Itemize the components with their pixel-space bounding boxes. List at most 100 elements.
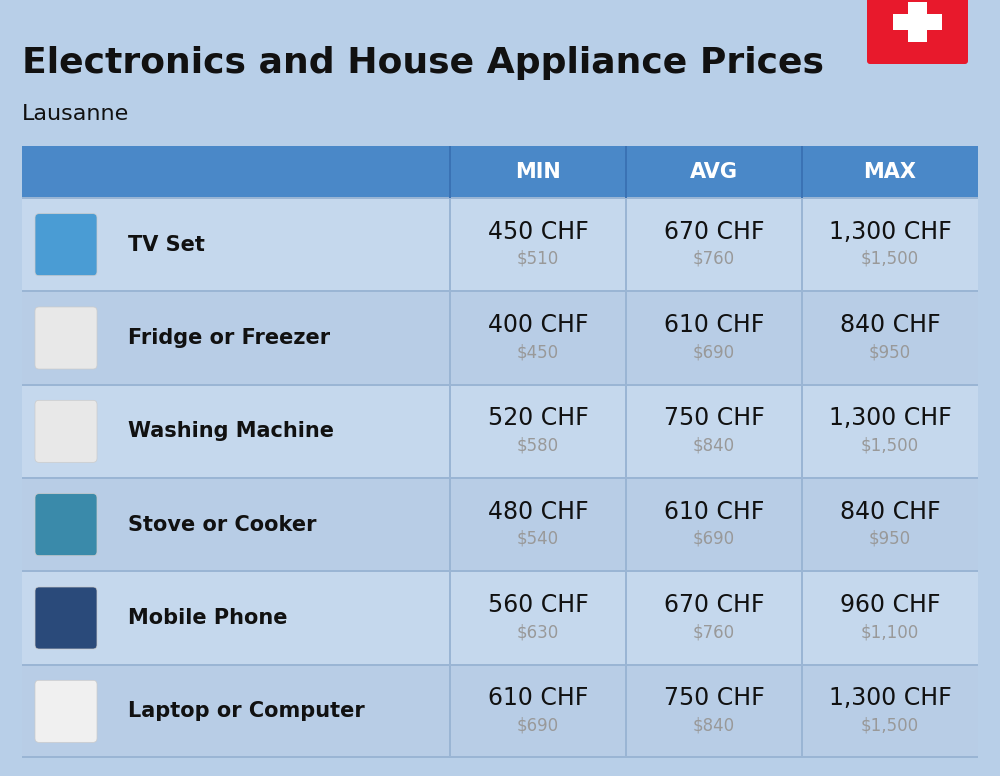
Text: 610 CHF: 610 CHF bbox=[664, 313, 764, 337]
Bar bbox=[110, 665, 450, 758]
Text: TV Set: TV Set bbox=[128, 234, 205, 255]
Text: $1,500: $1,500 bbox=[861, 436, 919, 454]
Bar bbox=[22, 477, 978, 479]
Bar bbox=[22, 665, 110, 758]
Bar bbox=[450, 571, 626, 665]
Bar bbox=[110, 146, 450, 198]
Text: $1,500: $1,500 bbox=[861, 250, 919, 268]
Text: 1,300 CHF: 1,300 CHF bbox=[829, 407, 951, 431]
Bar bbox=[626, 198, 802, 291]
Text: $760: $760 bbox=[693, 623, 735, 641]
Bar bbox=[22, 146, 110, 198]
Bar bbox=[450, 291, 626, 385]
Text: Lausanne: Lausanne bbox=[22, 104, 129, 124]
Text: $1,500: $1,500 bbox=[861, 716, 919, 734]
Text: $510: $510 bbox=[517, 250, 559, 268]
Bar bbox=[22, 478, 110, 571]
Bar bbox=[801, 291, 803, 385]
Bar bbox=[625, 385, 627, 478]
Bar bbox=[110, 198, 450, 291]
Bar bbox=[802, 385, 978, 478]
Text: 1,300 CHF: 1,300 CHF bbox=[829, 220, 951, 244]
Bar bbox=[110, 478, 450, 571]
Bar bbox=[802, 665, 978, 758]
Bar bbox=[22, 291, 110, 385]
Text: Mobile Phone: Mobile Phone bbox=[128, 608, 288, 628]
Bar bbox=[22, 383, 978, 386]
Bar bbox=[110, 385, 450, 478]
Text: Fridge or Freezer: Fridge or Freezer bbox=[128, 328, 330, 348]
Bar bbox=[626, 665, 802, 758]
Bar bbox=[801, 385, 803, 478]
Bar bbox=[449, 385, 451, 478]
Bar bbox=[449, 291, 451, 385]
Text: Electronics and House Appliance Prices: Electronics and House Appliance Prices bbox=[22, 46, 824, 80]
Bar bbox=[449, 198, 451, 291]
Bar bbox=[450, 198, 626, 291]
FancyBboxPatch shape bbox=[867, 0, 968, 64]
Text: 840 CHF: 840 CHF bbox=[840, 500, 940, 524]
Bar bbox=[625, 146, 627, 198]
Bar bbox=[449, 665, 451, 758]
Text: 670 CHF: 670 CHF bbox=[664, 220, 764, 244]
Text: $540: $540 bbox=[517, 530, 559, 548]
Bar bbox=[450, 146, 626, 198]
Text: 840 CHF: 840 CHF bbox=[840, 313, 940, 337]
Bar bbox=[22, 197, 978, 199]
Bar bbox=[22, 570, 978, 573]
Bar bbox=[22, 198, 110, 291]
Bar bbox=[802, 291, 978, 385]
Bar bbox=[801, 571, 803, 665]
Text: 560 CHF: 560 CHF bbox=[488, 593, 588, 617]
FancyBboxPatch shape bbox=[35, 307, 97, 369]
Text: 480 CHF: 480 CHF bbox=[488, 500, 588, 524]
Text: 400 CHF: 400 CHF bbox=[488, 313, 588, 337]
Bar bbox=[626, 571, 802, 665]
Bar bbox=[801, 146, 803, 198]
Bar bbox=[893, 14, 942, 29]
Bar bbox=[449, 571, 451, 665]
Bar bbox=[801, 198, 803, 291]
Bar bbox=[625, 478, 627, 571]
Text: $950: $950 bbox=[869, 343, 911, 361]
FancyBboxPatch shape bbox=[35, 400, 97, 462]
Bar bbox=[110, 571, 450, 665]
Bar bbox=[626, 478, 802, 571]
Text: $580: $580 bbox=[517, 436, 559, 454]
FancyBboxPatch shape bbox=[35, 494, 97, 556]
Bar bbox=[450, 665, 626, 758]
Text: 610 CHF: 610 CHF bbox=[664, 500, 764, 524]
Text: 750 CHF: 750 CHF bbox=[664, 686, 764, 710]
Text: 1,300 CHF: 1,300 CHF bbox=[829, 686, 951, 710]
Bar bbox=[625, 665, 627, 758]
Text: MAX: MAX bbox=[864, 162, 916, 182]
Bar bbox=[22, 571, 110, 665]
Text: $450: $450 bbox=[517, 343, 559, 361]
Bar bbox=[802, 478, 978, 571]
Text: 450 CHF: 450 CHF bbox=[488, 220, 588, 244]
Text: $950: $950 bbox=[869, 530, 911, 548]
Text: $690: $690 bbox=[693, 530, 735, 548]
Text: Stove or Cooker: Stove or Cooker bbox=[128, 514, 316, 535]
Bar bbox=[625, 198, 627, 291]
Bar bbox=[802, 198, 978, 291]
Bar bbox=[449, 146, 451, 198]
Text: $1,100: $1,100 bbox=[861, 623, 919, 641]
Bar bbox=[449, 478, 451, 571]
Bar bbox=[625, 571, 627, 665]
Text: Washing Machine: Washing Machine bbox=[128, 421, 334, 442]
Text: $690: $690 bbox=[693, 343, 735, 361]
Bar bbox=[626, 385, 802, 478]
FancyBboxPatch shape bbox=[35, 681, 97, 743]
Text: 750 CHF: 750 CHF bbox=[664, 407, 764, 431]
Bar bbox=[22, 663, 978, 666]
Bar bbox=[626, 291, 802, 385]
Text: $690: $690 bbox=[517, 716, 559, 734]
Text: 670 CHF: 670 CHF bbox=[664, 593, 764, 617]
Bar bbox=[801, 478, 803, 571]
FancyBboxPatch shape bbox=[35, 587, 97, 649]
Text: AVG: AVG bbox=[690, 162, 738, 182]
Text: $630: $630 bbox=[517, 623, 559, 641]
Bar bbox=[625, 291, 627, 385]
Bar bbox=[22, 756, 978, 758]
